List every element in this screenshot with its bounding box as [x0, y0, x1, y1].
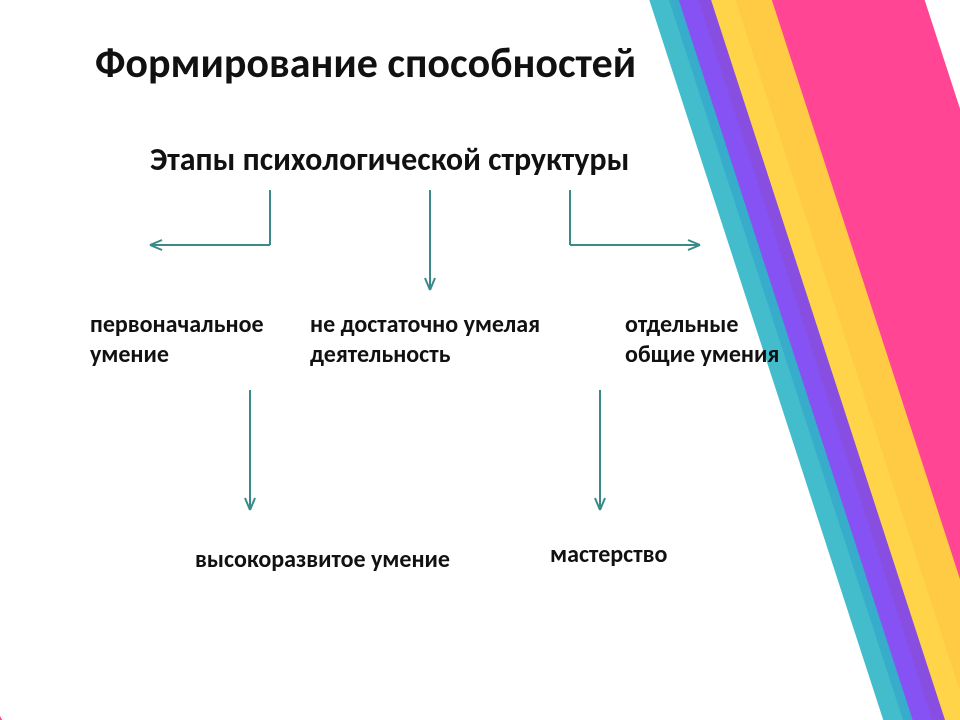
node-insufficient-activity: не достаточно умелая деятельность — [310, 310, 540, 370]
node-text-line: умение — [90, 340, 169, 369]
node-text-line: высокоразвитое умение — [195, 545, 450, 574]
node-text-line: отдельные — [625, 310, 738, 339]
node-mastery: мастерство — [550, 540, 667, 570]
stripe — [0, 222, 285, 720]
slide-subtitle: Этапы психологической структуры — [150, 140, 629, 179]
node-text-line: деятельность — [310, 340, 450, 369]
slide-title: Формирование способностей — [95, 38, 636, 89]
node-text-line: первоначальное — [90, 310, 264, 339]
stripe — [0, 148, 231, 720]
node-highly-developed-skill: высокоразвитое умение — [195, 545, 450, 575]
slide-canvas: Формирование способностей Этапы психолог… — [0, 0, 960, 720]
node-text-line: мастерство — [550, 540, 667, 569]
stripe — [0, 357, 368, 720]
node-initial-skill: первоначальное умение — [90, 310, 264, 370]
node-general-skills: отдельные общие умения — [625, 310, 779, 370]
node-text-line: не достаточно умелая — [310, 310, 540, 339]
node-text-line: общие умения — [625, 340, 779, 369]
